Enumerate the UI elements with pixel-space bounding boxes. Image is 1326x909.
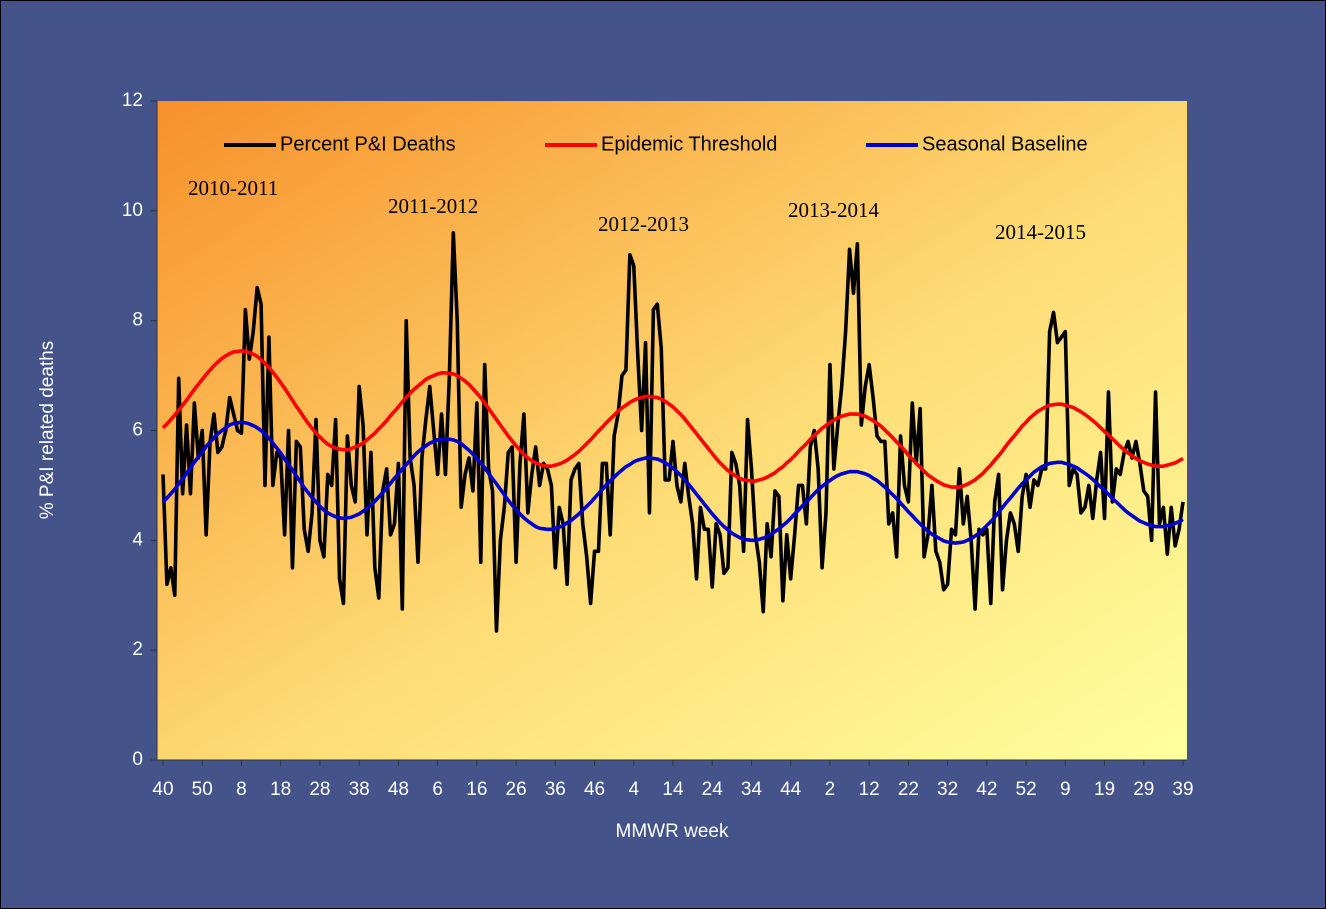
y-tick-label: 12 xyxy=(122,90,143,111)
x-tick-label: 12 xyxy=(859,779,880,800)
annotation: 2012-2013 xyxy=(598,212,689,236)
annotation: 2014-2015 xyxy=(995,220,1086,244)
x-tick-label: 29 xyxy=(1133,779,1154,800)
annotation: 2013-2014 xyxy=(788,198,879,222)
x-tick-label: 26 xyxy=(506,779,527,800)
x-tick-label: 8 xyxy=(236,779,247,800)
x-tick-label: 36 xyxy=(545,779,566,800)
x-tick-label: 4 xyxy=(628,779,639,800)
x-tick-label: 18 xyxy=(270,779,291,800)
x-tick-label: 48 xyxy=(388,779,409,800)
x-tick-label: 19 xyxy=(1094,779,1115,800)
x-tick-label: 14 xyxy=(662,779,684,800)
y-tick-label: 8 xyxy=(132,310,143,331)
series-line xyxy=(161,231,1185,633)
series-line xyxy=(161,420,1184,545)
legend-label: Seasonal Baseline xyxy=(922,133,1088,155)
y-axis-title: % P&I related deaths xyxy=(37,341,58,520)
x-tick-label: 22 xyxy=(898,779,919,800)
plot-area xyxy=(157,101,1187,760)
x-tick-label: 34 xyxy=(741,779,763,800)
x-tick-label: 38 xyxy=(349,779,370,800)
annotation: 2010-2011 xyxy=(188,176,278,200)
x-tick-label: 28 xyxy=(309,779,330,800)
y-tick-label: 10 xyxy=(122,200,143,221)
x-tick-label: 52 xyxy=(1016,779,1037,800)
x-tick-label: 40 xyxy=(152,779,173,800)
legend-label: Epidemic Threshold xyxy=(601,133,777,155)
x-tick-label: 39 xyxy=(1172,779,1193,800)
series-line xyxy=(161,349,1184,489)
y-tick-label: 2 xyxy=(132,639,143,660)
x-tick-label: 6 xyxy=(432,779,443,800)
y-tick-label: 6 xyxy=(132,420,143,441)
x-tick-label: 9 xyxy=(1060,779,1071,800)
annotation: 2011-2012 xyxy=(388,194,478,218)
x-axis-title: MMWR week xyxy=(616,821,729,842)
x-tick-label: 32 xyxy=(937,779,958,800)
y-tick-label: 0 xyxy=(132,749,143,770)
y-tick-label: 4 xyxy=(132,529,143,550)
x-tick-label: 44 xyxy=(780,779,802,800)
x-tick-label: 50 xyxy=(192,779,213,800)
x-tick-label: 42 xyxy=(976,779,997,800)
x-tick-label: 2 xyxy=(825,779,836,800)
x-tick-label: 16 xyxy=(466,779,487,800)
x-tick-label: 46 xyxy=(584,779,605,800)
legend-label: Percent P&I Deaths xyxy=(280,133,456,155)
x-tick-label: 24 xyxy=(702,779,724,800)
